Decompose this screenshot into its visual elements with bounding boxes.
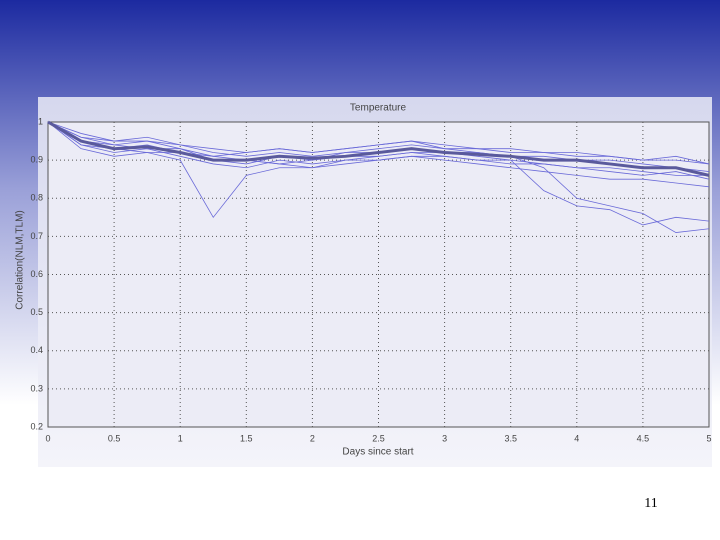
x-tick-label: 5 [706,433,711,443]
y-tick-label: 0.9 [30,155,43,165]
x-tick-label: 1 [178,433,183,443]
y-tick-label: 0.5 [30,307,43,317]
x-axis-label: Days since start [342,447,413,458]
chart-title: Temperature [350,103,407,114]
x-tick-label: 4 [574,433,579,443]
x-tick-label: 2 [310,433,315,443]
y-axis-label: Correlation(NLM,TLM) [15,210,26,309]
y-tick-label: 0.7 [30,231,43,241]
x-tick-label: 3 [442,433,447,443]
y-tick-label: 0.3 [30,383,43,393]
series-line [47,120,710,177]
y-tick-label: 0.4 [30,345,43,355]
y-tick-label: 0.2 [30,421,43,431]
y-tick-label: 0.6 [30,269,43,279]
page-number: 11 [644,496,657,511]
series-line [47,121,709,176]
x-tick-label: 2.5 [372,433,385,443]
y-tick-label: 1 [38,116,43,126]
x-tick-label: 0 [45,433,50,443]
x-tick-label: 0.5 [108,433,121,443]
series-line [47,121,710,165]
x-tick-label: 4.5 [637,433,650,443]
series-line [47,121,710,233]
x-tick-label: 3.5 [504,433,517,443]
x-tick-label: 1.5 [240,433,253,443]
y-tick-label: 0.8 [30,193,43,203]
